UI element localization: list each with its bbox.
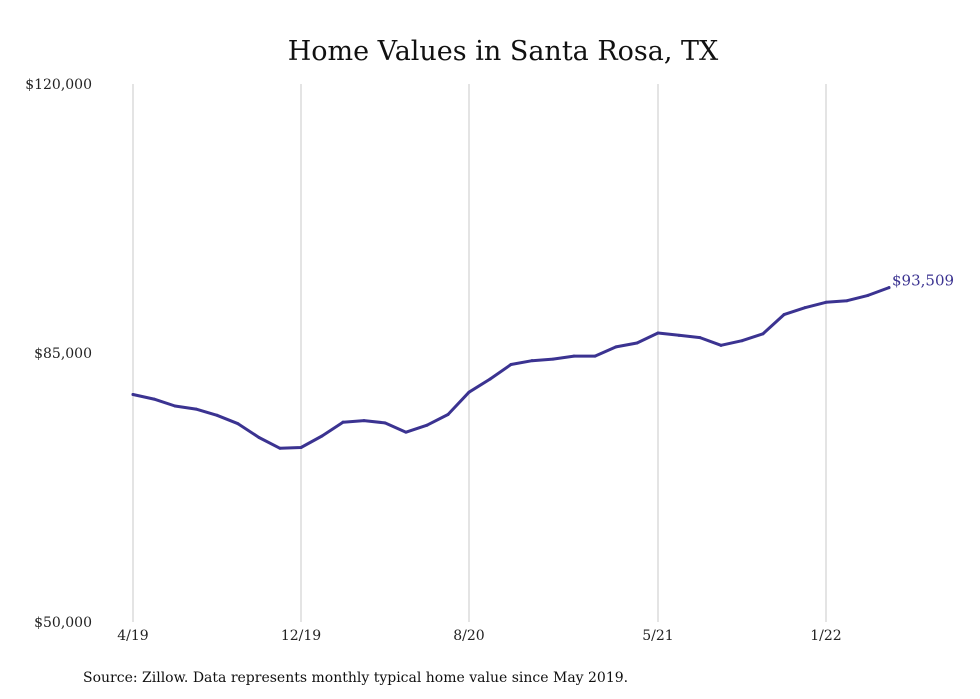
y-tick-label: $50,000: [34, 615, 92, 631]
data-point: [278, 446, 282, 450]
data-point: [341, 420, 345, 424]
data-point: [152, 397, 156, 401]
data-point: [488, 377, 492, 381]
gridlines: [132, 84, 827, 622]
data-point: [593, 354, 597, 358]
data-point: [782, 313, 786, 317]
data-point: [635, 341, 639, 345]
data-point: [383, 421, 387, 425]
source-note: Source: Zillow. Data represents monthly …: [83, 670, 628, 686]
data-point: [299, 446, 303, 450]
data-point: [845, 299, 849, 303]
series-layer: [131, 286, 891, 450]
data-point: [551, 357, 555, 361]
data-point: [425, 423, 429, 427]
data-point: [194, 407, 198, 411]
data-point: [446, 412, 450, 416]
data-point: [530, 359, 534, 363]
data-point: [257, 436, 261, 440]
data-point: [362, 419, 366, 423]
data-point: [467, 390, 471, 394]
data-point: [131, 393, 135, 397]
data-point: [719, 343, 723, 347]
x-axis-labels: 4/19 12/19 8/20 5/21 1/22: [117, 628, 841, 644]
x-tick-label: 4/19: [117, 628, 148, 644]
x-tick-label: 8/20: [453, 628, 484, 644]
end-value-label: $93,509: [892, 272, 954, 290]
x-tick-label: 1/22: [810, 628, 841, 644]
series-line: [131, 286, 891, 450]
data-point: [677, 333, 681, 337]
data-point: [698, 336, 702, 340]
data-point: [740, 339, 744, 343]
data-point: [656, 331, 660, 335]
x-tick-label: 5/21: [642, 628, 673, 644]
x-tick-label: 12/19: [281, 628, 321, 644]
y-tick-label: $85,000: [34, 346, 92, 362]
data-point: [866, 293, 870, 297]
data-point: [824, 300, 828, 304]
data-point: [887, 286, 891, 290]
data-point: [803, 306, 807, 310]
y-axis-labels: $120,000 $85,000 $50,000: [25, 77, 92, 631]
y-tick-label: $120,000: [25, 77, 92, 93]
data-point: [320, 434, 324, 438]
data-point: [509, 363, 513, 367]
data-point: [173, 404, 177, 408]
data-point: [761, 332, 765, 336]
chart-title: Home Values in Santa Rosa, TX: [288, 36, 719, 67]
data-point: [614, 345, 618, 349]
data-point: [236, 422, 240, 426]
data-point: [572, 354, 576, 358]
data-point: [404, 430, 408, 434]
data-point: [215, 413, 219, 417]
